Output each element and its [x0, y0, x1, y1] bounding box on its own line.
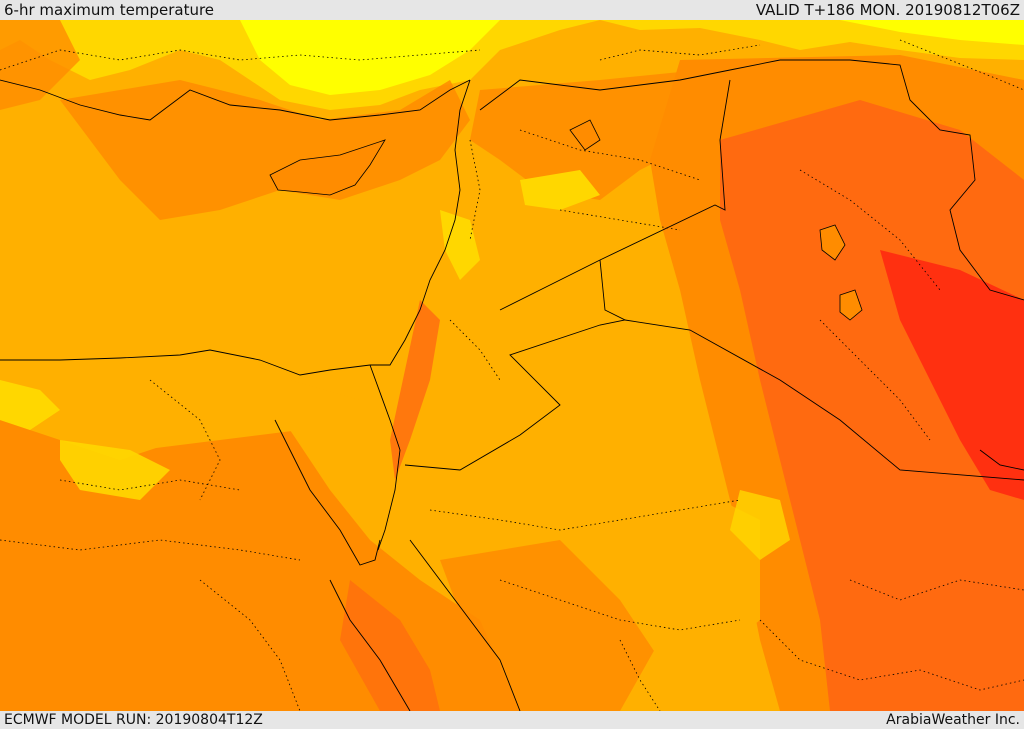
boundary-gulf	[849, 579, 1024, 601]
persian-gulf-coast	[979, 449, 1024, 471]
gold-patch-saudi	[730, 490, 790, 560]
map-footer: ECMWF MODEL RUN: 20190804T12Z ArabiaWeat…	[0, 711, 1024, 729]
hot-zone-iraq-mid	[720, 100, 1024, 711]
boundary-saudi-3	[619, 639, 661, 711]
gulf-of-aqaba	[377, 449, 401, 551]
amber-zone-sinai	[0, 360, 360, 450]
levant-coast	[370, 79, 471, 366]
amber-zone-saudi	[560, 490, 760, 670]
boundary-saudi-1	[429, 499, 741, 531]
yellow-core-north	[240, 20, 500, 95]
model-run: ECMWF MODEL RUN: 20190804T12Z	[4, 712, 263, 728]
cyprus	[269, 139, 386, 196]
orange-patch-west	[0, 20, 80, 110]
border-syria-iraq	[599, 79, 731, 261]
boundary-turkey-east	[599, 44, 761, 61]
iraq-lakes	[569, 119, 863, 321]
boundary-iraq-1	[799, 169, 941, 291]
lake-tharthar	[819, 224, 846, 261]
gold-patch-north-syria	[520, 170, 600, 210]
red-sea-west-coast	[329, 579, 411, 711]
hot-strip-jordan-valley	[390, 300, 440, 480]
gulf-of-suez	[274, 419, 381, 566]
border-iraq-iran	[780, 59, 1024, 301]
boundary-levant	[469, 139, 481, 241]
map-title: 6-hr maximum temperature	[4, 1, 215, 19]
border-egypt-israel	[369, 364, 401, 451]
red-sea-coast	[340, 580, 440, 711]
gold-patch-libya	[0, 380, 60, 430]
boundary-sudan	[199, 579, 301, 711]
boundary-iraq-2	[819, 319, 931, 441]
lake-van	[569, 119, 601, 151]
red-sea-east-coast	[409, 539, 521, 711]
temperature-map	[0, 20, 1024, 711]
orange-zone-turkey	[60, 80, 470, 220]
country-borders	[369, 59, 1024, 481]
map-header: 6-hr maximum temperature VALID T+186 MON…	[0, 0, 1024, 20]
anatolia-coast	[0, 79, 471, 121]
border-jordan-saudi	[404, 259, 627, 471]
boundary-turkey-north	[0, 49, 481, 71]
boundary-egypt-2	[59, 479, 241, 491]
gold-patch-egypt	[60, 440, 170, 500]
border-turkey-syria	[479, 59, 781, 111]
north-africa-coast	[0, 349, 371, 376]
temperature-map-svg	[0, 20, 1024, 711]
boundary-syria-1	[519, 129, 701, 181]
coastlines	[0, 79, 1024, 711]
credit: ArabiaWeather Inc.	[886, 712, 1020, 728]
hot-zone-iraq-inner	[880, 250, 1024, 500]
boundary-jordan	[449, 319, 501, 381]
gold-patch-levant	[440, 210, 480, 280]
boundary-egypt-1	[149, 379, 221, 501]
yellow-core-northeast	[840, 20, 1024, 45]
valid-time: VALID T+186 MON. 20190812T06Z	[755, 1, 1020, 19]
border-iraq-saudi	[624, 319, 1024, 481]
province-boundaries	[0, 39, 1024, 711]
lake-habbaniyah	[839, 289, 863, 321]
border-syria-jordan	[499, 259, 601, 311]
boundary-saudi-2	[499, 579, 741, 631]
boundary-egypt-3	[0, 539, 301, 561]
